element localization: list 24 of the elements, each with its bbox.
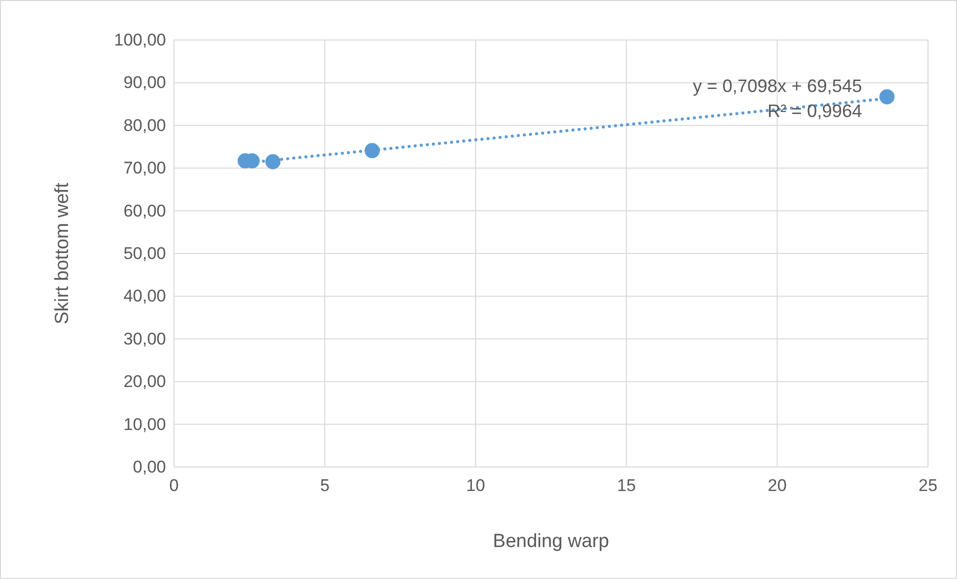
point bbox=[364, 143, 380, 158]
y-tick-label: 70,00 bbox=[123, 158, 166, 178]
x-tick-label: 0 bbox=[169, 476, 179, 496]
y-tick-label: 20,00 bbox=[123, 372, 166, 392]
point bbox=[265, 154, 280, 170]
y-tick-label: 30,00 bbox=[123, 329, 166, 348]
y-tick-label: 50,00 bbox=[123, 244, 166, 263]
point bbox=[879, 89, 895, 104]
x-axis-title: Bending warp bbox=[492, 531, 610, 552]
x-tick-label: 25 bbox=[918, 476, 938, 496]
x-tick-label: 15 bbox=[616, 476, 636, 496]
annotation: y = 0,7098x + 69,545 bbox=[692, 76, 862, 96]
y-tick-label: 80,00 bbox=[123, 116, 166, 135]
x-tick-label: 20 bbox=[768, 476, 787, 496]
annotation: R² = 0,9964 bbox=[767, 101, 862, 121]
y-tick-label: 90,00 bbox=[123, 73, 166, 92]
y-tick-label: 40,00 bbox=[123, 286, 166, 306]
x-tick-label: 10 bbox=[466, 476, 486, 496]
y-tick-label: 100,00 bbox=[114, 30, 166, 50]
y-tick-label: 10,00 bbox=[123, 414, 166, 434]
y-tick-label: 0,00 bbox=[132, 457, 166, 476]
y-tick-label: 60,00 bbox=[123, 201, 166, 220]
x-tick-label: 5 bbox=[320, 476, 330, 496]
y-axis-title: Skirt bottom weft bbox=[52, 182, 73, 324]
